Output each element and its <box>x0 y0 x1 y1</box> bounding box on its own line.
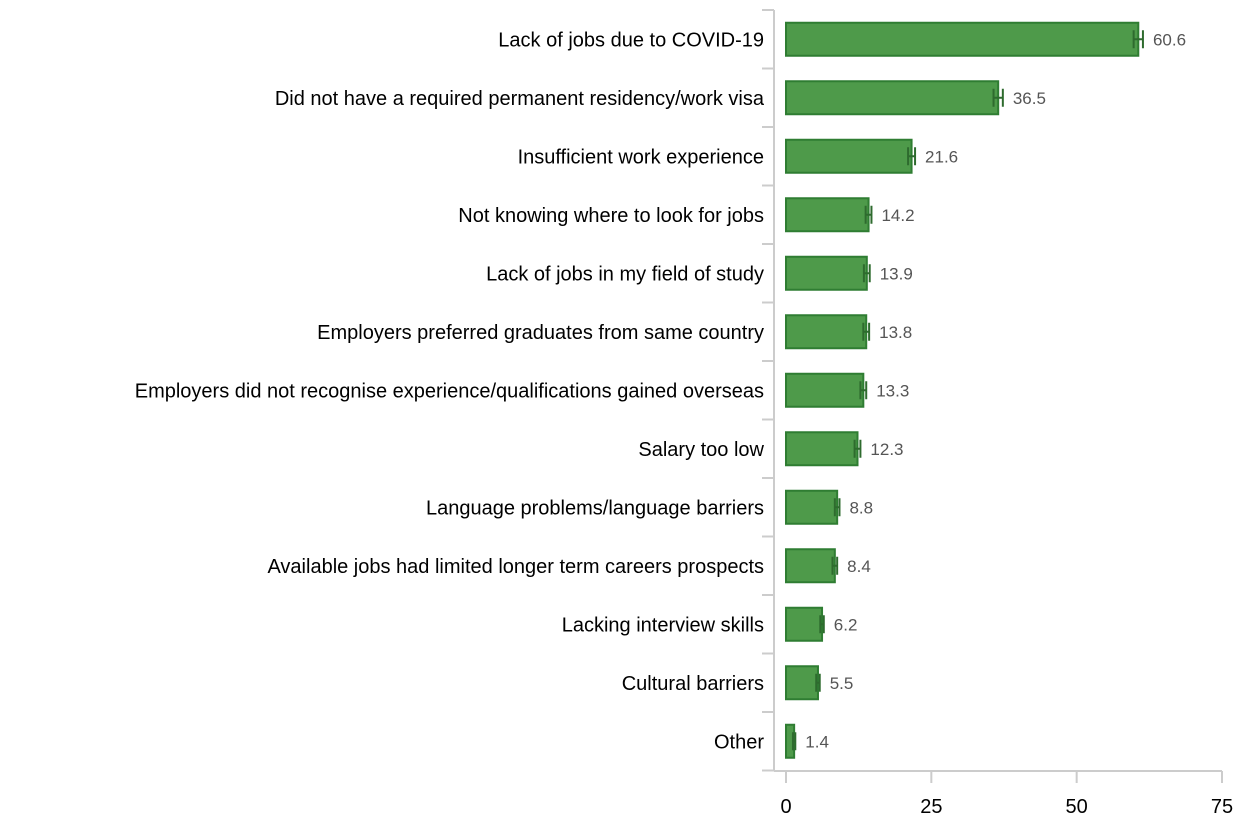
value-label: 8.4 <box>847 557 871 576</box>
category-label: Insufficient work experience <box>518 146 764 168</box>
value-label: 5.5 <box>830 674 854 693</box>
value-label: 13.8 <box>879 323 912 342</box>
category-label: Salary too low <box>638 439 764 461</box>
bar <box>785 372 865 408</box>
value-label: 12.3 <box>870 440 903 459</box>
category-label: Did not have a required permanent reside… <box>275 88 765 110</box>
category-label: Lack of jobs due to COVID-19 <box>498 29 764 51</box>
category-label: Other <box>714 731 764 753</box>
bar <box>785 197 870 233</box>
value-label: 14.2 <box>881 206 914 225</box>
x-tick-label: 75 <box>1211 796 1233 816</box>
bar <box>785 606 824 642</box>
category-label: Language problems/language barriers <box>426 497 764 519</box>
bar <box>785 138 913 174</box>
bar <box>785 255 868 291</box>
bar <box>785 314 868 350</box>
labels-layer: 0 25 50 75 Lack of jobs due to COVID-19 60.6 D… <box>135 29 1233 816</box>
bar <box>785 665 819 701</box>
category-label: Not knowing where to look for jobs <box>458 205 764 227</box>
category-label: Cultural barriers <box>622 673 764 695</box>
bar <box>785 548 836 584</box>
category-label: Lacking interview skills <box>562 614 764 636</box>
bar <box>785 21 1140 57</box>
bar <box>785 431 859 467</box>
x-tick-label: 50 <box>1066 796 1088 816</box>
value-label: 13.9 <box>880 264 913 283</box>
value-label: 60.6 <box>1153 30 1186 49</box>
value-label: 1.4 <box>805 732 829 751</box>
x-tick-label: 25 <box>920 796 942 816</box>
category-label: Available jobs had limited longer term c… <box>267 556 764 578</box>
bar <box>785 80 1000 116</box>
value-label: 36.5 <box>1013 89 1046 108</box>
category-label: Employers did not recognise experience/q… <box>135 380 764 402</box>
value-label: 13.3 <box>876 381 909 400</box>
category-label: Employers preferred graduates from same … <box>317 322 764 344</box>
value-label: 6.2 <box>834 615 858 634</box>
value-label: 8.8 <box>849 498 873 517</box>
bars-layer <box>785 21 1144 759</box>
axes-layer <box>762 9 1223 783</box>
x-tick-label: 0 <box>780 796 791 816</box>
value-label: 21.6 <box>925 147 958 166</box>
bar <box>785 489 839 525</box>
category-label: Lack of jobs in my field of study <box>486 263 764 285</box>
